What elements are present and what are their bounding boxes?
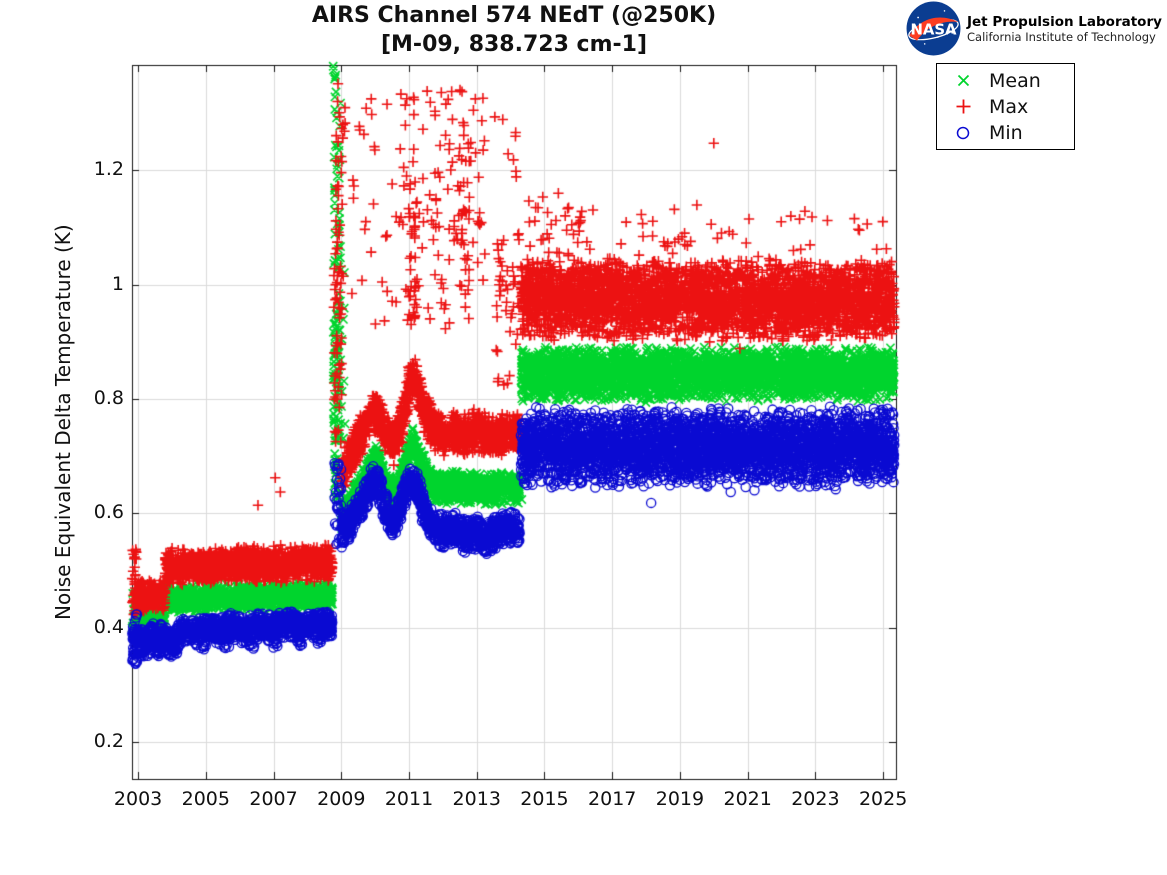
max-plus-marker-icon [937,98,989,115]
x-tick-label: 2013 [452,788,501,810]
y-tick-label: 1.2 [93,158,124,181]
legend-row-max: Max [937,94,1074,120]
nasa-logo-text: NASA [910,21,957,39]
nasa-meatball-icon: NASA [906,1,961,56]
y-tick-label: 0.4 [93,615,124,638]
x-tick-label: 2023 [791,788,840,810]
caltech-name: California Institute of Technology [967,29,1156,44]
jpl-logo-text: Jet Propulsion Laboratory California Ins… [967,14,1162,44]
x-tick-label: 2007 [249,788,298,810]
jpl-name: Jet Propulsion Laboratory [967,13,1162,30]
x-tick-label: 2003 [113,788,163,810]
mean-x-marker-icon [937,73,989,88]
chart-subtitle: [M-09, 838.723 cm-1] [380,32,648,57]
legend-label-min: Min [989,121,1023,144]
legend-row-mean: Mean [937,68,1074,94]
y-tick-label: 0.2 [93,729,124,752]
x-tick-label: 2019 [655,788,705,810]
x-tick-label: 2025 [858,788,908,810]
legend-row-min: Min [937,120,1074,146]
legend-label-mean: Mean [989,69,1041,92]
y-tick-label: 1 [111,272,124,295]
chart-title-block: AIRS Channel 574 NEdT (@250K) [M-09, 838… [132,1,896,59]
chart-title: AIRS Channel 574 NEdT (@250K) [311,3,717,28]
y-tick-label: 0.8 [93,386,124,409]
jpl-logo-block: NASA Jet Propulsion Laboratory Californi… [906,1,1164,56]
x-tick-label: 2009 [317,788,366,810]
y-tick-label: 0.6 [93,501,124,524]
plot-canvas [125,58,903,786]
x-tick-label: 2015 [520,788,569,810]
min-circle-marker-icon [937,125,989,141]
x-tick-label: 2005 [181,788,230,810]
legend-label-max: Max [989,95,1029,118]
x-tick-label: 2011 [384,788,434,810]
legend-box: Mean Max Min [936,63,1075,150]
x-tick-label: 2021 [723,788,772,810]
x-tick-label: 2017 [588,788,637,810]
